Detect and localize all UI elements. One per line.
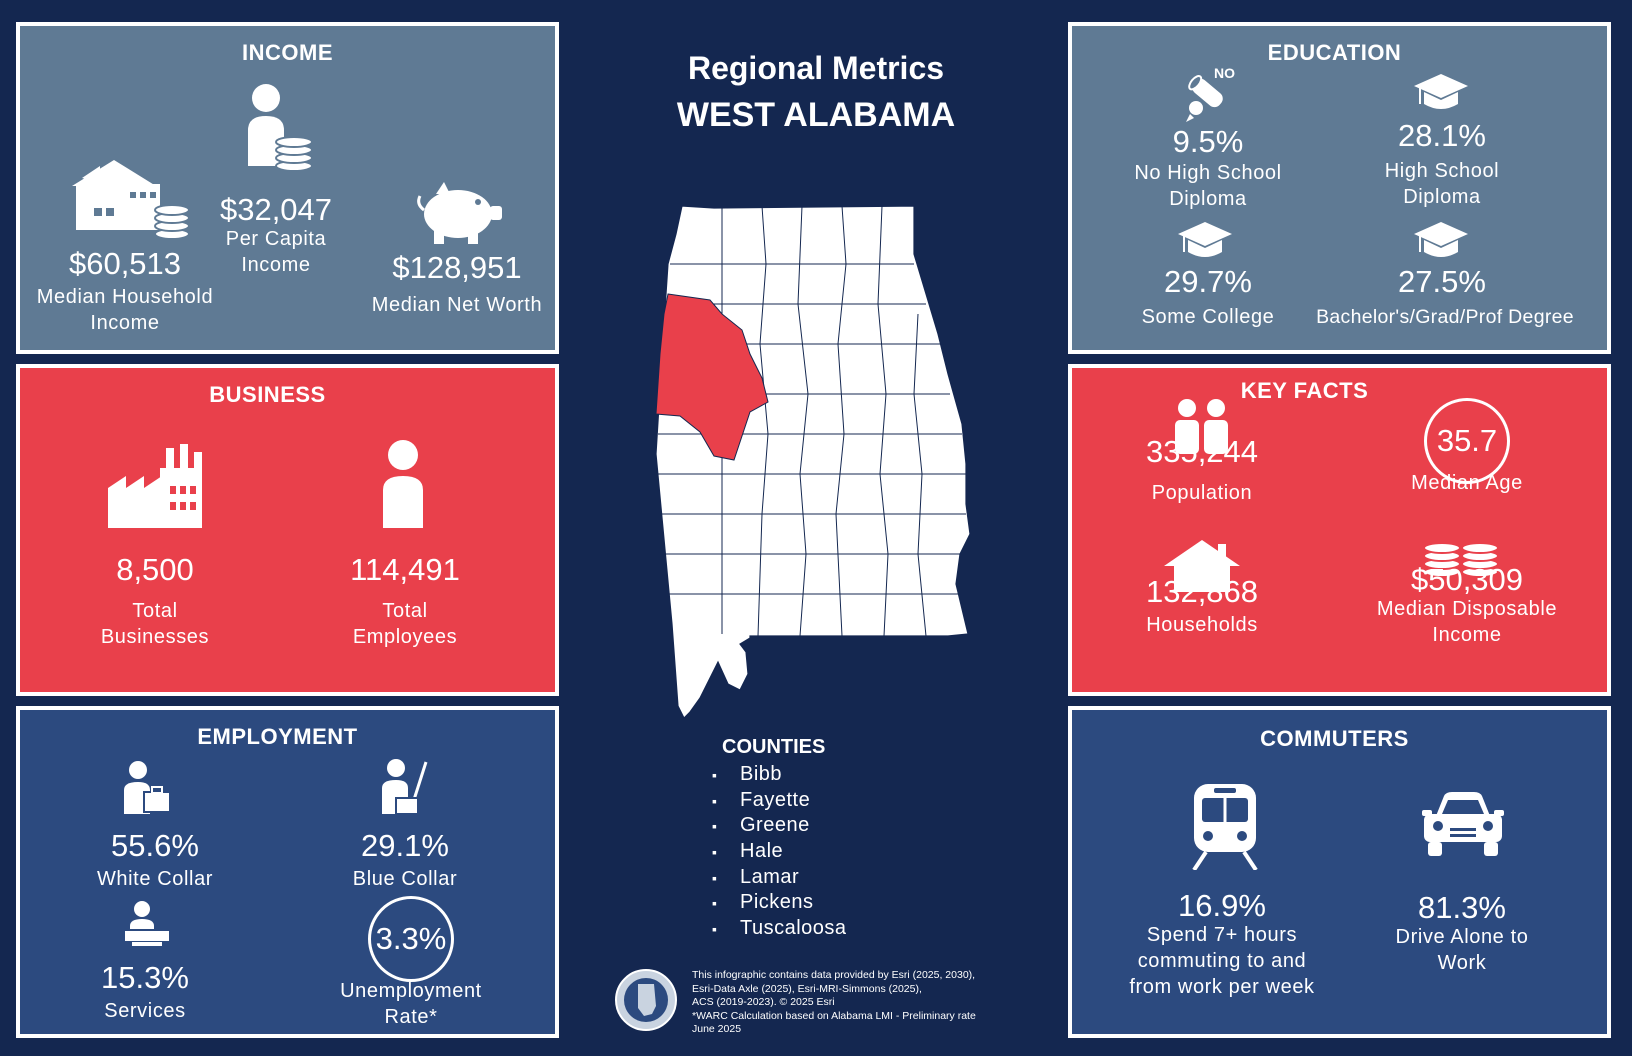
net-worth-label: Median Net Worth (371, 294, 543, 316)
households-label: Households (1146, 614, 1258, 636)
alabama-map (655, 205, 971, 720)
white-collar-value: 55.6% (111, 828, 199, 863)
commission-seal-logo (615, 969, 677, 1031)
median-household-value: $60,513 (68, 246, 182, 281)
population-label: Population (1151, 482, 1253, 504)
net-worth-value: $128,951 (392, 250, 522, 285)
per-capita-label: Per Capita Income (225, 228, 327, 276)
blue-collar-label: Blue Collar (352, 868, 458, 890)
hs-label: High School Diploma (1384, 160, 1500, 208)
counties-heading: COUNTIES (722, 736, 826, 758)
piggy-bank-icon (417, 182, 502, 244)
graduation-cap-icon (1178, 222, 1232, 257)
some-college-label: Some College (1141, 306, 1275, 328)
cleaning-worker-icon (382, 759, 428, 815)
businesses-label: Total Businesses (100, 600, 210, 648)
county-item: Lamar (712, 865, 847, 891)
diploma-icon: NO (1186, 65, 1235, 122)
drive-alone-label: Drive Alone to Work (1395, 926, 1529, 974)
long-commute-label: Spend 7+ hours commuting to and from wor… (1129, 924, 1315, 998)
population-value: 335,244 (1145, 434, 1259, 469)
county-item: Greene (712, 813, 847, 839)
disposable-income-label: Median Disposable Income (1376, 598, 1558, 646)
employees-label: Total Employees (352, 600, 458, 648)
unemployment-label: Unemployment Rate* (340, 980, 482, 1028)
counties-list: Bibb Fayette Greene Hale Lamar Pickens T… (712, 762, 847, 942)
employment-title: EMPLOYMENT (197, 724, 358, 749)
bachelors-label: Bachelor's/Grad/Prof Degree (1316, 306, 1574, 328)
no-hs-label: No High School Diploma (1134, 162, 1282, 210)
desk-worker-icon (124, 901, 171, 946)
education-title: EDUCATION (1267, 40, 1402, 65)
county-item: Fayette (712, 788, 847, 814)
county-item: Hale (712, 839, 847, 865)
median-age-label: Median Age (1411, 472, 1523, 494)
key-facts-title: KEY FACTS (1240, 378, 1369, 403)
region-title: WEST ALABAMA (676, 96, 956, 134)
no-hs-value: 9.5% (1172, 124, 1244, 159)
alabama-outline (655, 205, 971, 720)
some-college-value: 29.7% (1164, 264, 1252, 299)
businesses-value: 8,500 (116, 552, 194, 587)
house-icon (1164, 540, 1240, 592)
people-icon (1175, 399, 1228, 454)
county-item: Tuscaloosa (712, 916, 847, 942)
person-coins-icon (248, 84, 313, 172)
business-title: BUSINESS (209, 382, 326, 407)
west-alabama-region (655, 293, 769, 461)
page-title: Regional Metrics (687, 50, 945, 86)
blue-collar-value: 29.1% (361, 828, 449, 863)
long-commute-value: 16.9% (1178, 888, 1266, 923)
county-item: Pickens (712, 890, 847, 916)
households-value: 132,868 (1145, 574, 1259, 609)
commuters-panel: COMMUTERS 16.9% Spend 7+ hours commuting… (1068, 706, 1611, 1038)
factory-icon (108, 444, 202, 528)
bachelors-value: 27.5% (1398, 264, 1486, 299)
house-icon (72, 160, 190, 240)
income-panel: INCOME $60,513 Median Household Income $… (16, 22, 559, 354)
drive-alone-value: 81.3% (1418, 890, 1506, 925)
person-icon (383, 440, 423, 528)
unemployment-badge: 3.3% (368, 896, 454, 982)
county-item: Bibb (712, 762, 847, 788)
coins-icon (1423, 542, 1499, 578)
graduation-cap-icon (1414, 74, 1468, 109)
income-title: INCOME (242, 40, 333, 65)
per-capita-value: $32,047 (219, 192, 333, 227)
graduation-cap-icon (1414, 222, 1468, 257)
employment-panel: EMPLOYMENT 55.6% White Collar 29.1% Blue… (16, 706, 559, 1038)
briefcase-worker-icon (124, 761, 171, 814)
median-household-label: Median Household Income (36, 286, 214, 334)
employees-value: 114,491 (350, 552, 460, 587)
median-age-value: 35.7 (1436, 423, 1498, 458)
business-panel: BUSINESS 8,500 Total Businesses 114,491 … (16, 364, 559, 696)
data-source-note: This infographic contains data provided … (692, 969, 976, 1036)
white-collar-label: White Collar (96, 868, 214, 890)
unemployment-value: 3.3% (375, 921, 447, 956)
disposable-income-value: $50,309 (1410, 562, 1524, 597)
services-value: 15.3% (101, 960, 189, 995)
commuters-title: COMMUTERS (1260, 726, 1409, 751)
education-panel: EDUCATION NO 9.5% No High School Diploma… (1068, 22, 1611, 354)
key-facts-panel: KEY FACTS 335,244 Population 35.7 Median… (1068, 364, 1611, 696)
car-icon (1422, 792, 1504, 856)
median-age-badge: 35.7 (1424, 398, 1510, 484)
train-icon (1192, 784, 1258, 870)
hs-value: 28.1% (1398, 118, 1486, 153)
diploma-icon-text: NO (1214, 65, 1235, 81)
services-label: Services (104, 1000, 186, 1022)
